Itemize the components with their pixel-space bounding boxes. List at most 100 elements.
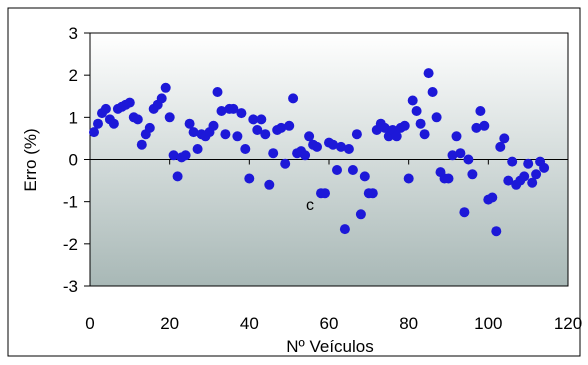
data-point [284,120,295,131]
y-tick-label: 1 [69,108,78,127]
y-tick-label: -2 [63,235,78,254]
data-point [399,120,410,131]
data-point [355,209,366,220]
data-point [280,158,291,169]
x-axis: 0 20 40 60 80 100 120 [85,159,582,333]
data-point [328,139,338,150]
data-point [419,129,430,140]
data-point [184,118,195,129]
annotation-label: c [306,197,314,214]
data-point [531,169,542,180]
data-point [132,114,143,125]
data-point [339,224,350,235]
data-point [351,129,362,140]
data-point [93,118,103,129]
data-point [236,108,247,119]
y-tick-label: -1 [63,193,78,212]
data-point [160,82,171,93]
x-tick-label: 120 [554,314,582,333]
data-point [451,131,462,142]
data-point [491,226,502,237]
data-point [212,87,223,97]
data-point [447,150,458,161]
data-point [475,106,486,116]
data-point [172,171,183,182]
x-tick-label: 0 [85,314,94,333]
data-point [124,97,135,108]
data-point [503,175,514,186]
data-point [276,122,287,133]
y-tick-label: -3 [63,277,78,296]
y-axis-title: Erro (%) [21,128,40,191]
data-point [499,133,510,144]
data-point [164,112,175,123]
data-point [180,150,191,161]
data-points [89,68,550,237]
data-point [523,158,534,169]
data-point [244,173,255,184]
data-point [288,93,299,104]
data-point [343,144,354,154]
data-point [467,169,478,180]
data-point [415,118,426,129]
data-point [527,177,538,188]
data-point [208,120,219,131]
data-point [423,68,434,79]
data-point [487,192,498,203]
data-point [455,148,466,159]
data-point [256,114,267,125]
data-point [248,114,259,125]
data-point [507,156,518,167]
data-point [443,173,454,184]
data-point [403,173,414,184]
data-point [320,188,330,199]
data-point [240,144,251,154]
data-point [89,127,99,138]
data-point [260,129,271,140]
data-point [300,150,311,161]
data-point [144,122,155,133]
data-point [336,141,346,152]
data-point [495,141,506,152]
data-point [268,148,279,159]
data-point [304,131,315,142]
data-point [228,103,239,114]
data-point [463,154,474,165]
data-point [367,188,378,199]
data-point [407,95,418,106]
data-point [539,162,550,173]
data-point [471,122,482,133]
y-tick-label: 2 [69,66,78,85]
data-point [479,120,490,131]
data-point [252,125,263,135]
x-tick-label: 60 [320,314,339,333]
data-point [431,112,442,123]
data-point [519,171,530,182]
data-point [427,87,438,97]
data-point [136,139,147,150]
data-point [216,106,227,116]
data-point [459,207,470,218]
data-point [156,93,167,104]
data-point [264,179,275,190]
x-axis-title: Nº Veículos [286,337,373,356]
data-point [332,165,342,175]
data-point [192,144,203,154]
data-point [220,129,231,140]
x-tick-label: 80 [399,314,418,333]
data-point [359,171,370,182]
data-point [232,131,243,142]
data-point [168,150,179,161]
y-tick-label: 0 [69,151,78,170]
data-point [312,141,322,152]
data-point [100,103,111,114]
x-tick-label: 40 [240,314,259,333]
data-point [411,106,422,116]
x-tick-label: 20 [160,314,179,333]
data-point [108,118,119,129]
data-point [188,127,199,138]
y-tick-label: 3 [69,24,78,43]
x-tick-label: 100 [474,314,502,333]
